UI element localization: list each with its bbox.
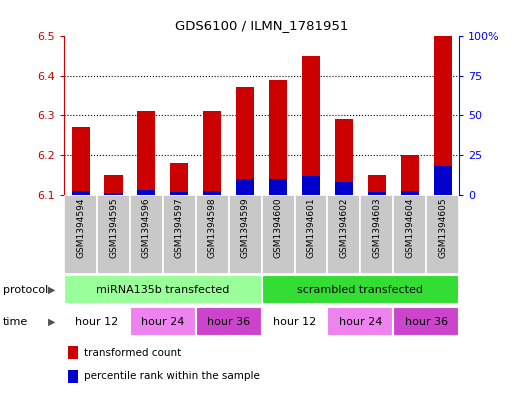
Text: GSM1394595: GSM1394595	[109, 197, 118, 258]
Bar	[368, 192, 386, 195]
Bar	[269, 179, 287, 195]
Bar	[105, 175, 123, 195]
Bar	[170, 163, 188, 195]
Text: hour 12: hour 12	[75, 317, 119, 327]
Text: transformed count: transformed count	[84, 347, 181, 358]
Bar	[236, 179, 254, 195]
Text: GSM1394596: GSM1394596	[142, 197, 151, 258]
Bar	[433, 36, 452, 195]
Bar	[196, 307, 262, 336]
Bar	[335, 182, 353, 195]
Text: GSM1394600: GSM1394600	[273, 197, 283, 258]
Bar	[368, 175, 386, 195]
Bar	[335, 119, 353, 195]
Bar	[393, 307, 459, 336]
Bar	[269, 79, 287, 195]
Text: scrambled transfected: scrambled transfected	[298, 285, 423, 295]
Bar	[262, 307, 327, 336]
Text: GSM1394597: GSM1394597	[175, 197, 184, 258]
Bar	[393, 195, 426, 274]
Bar	[294, 195, 327, 274]
Bar	[71, 127, 90, 195]
Bar	[64, 195, 97, 274]
Bar	[137, 111, 155, 195]
Bar	[64, 275, 262, 304]
Bar	[71, 191, 90, 195]
Text: GSM1394601: GSM1394601	[306, 197, 315, 258]
Text: hour 24: hour 24	[339, 317, 382, 327]
Bar	[262, 275, 459, 304]
Bar	[97, 195, 130, 274]
Bar	[170, 192, 188, 195]
Text: time: time	[3, 317, 28, 327]
Text: GSM1394603: GSM1394603	[372, 197, 381, 258]
Text: GSM1394602: GSM1394602	[340, 197, 348, 258]
Bar	[229, 195, 262, 274]
Text: GSM1394599: GSM1394599	[241, 197, 250, 258]
Bar	[163, 195, 196, 274]
Bar	[203, 111, 221, 195]
Text: ▶: ▶	[48, 317, 55, 327]
Text: GSM1394605: GSM1394605	[438, 197, 447, 258]
Text: GSM1394604: GSM1394604	[405, 197, 415, 258]
Bar	[203, 191, 221, 195]
Text: hour 12: hour 12	[273, 317, 316, 327]
Bar	[426, 195, 459, 274]
Text: hour 24: hour 24	[141, 317, 185, 327]
Text: GSM1394594: GSM1394594	[76, 197, 85, 258]
Bar	[433, 166, 452, 195]
Text: miRNA135b transfected: miRNA135b transfected	[96, 285, 229, 295]
Bar	[360, 195, 393, 274]
Text: ▶: ▶	[48, 285, 55, 295]
Bar	[130, 195, 163, 274]
Bar	[302, 176, 320, 195]
Text: GSM1394598: GSM1394598	[208, 197, 217, 258]
Text: hour 36: hour 36	[405, 317, 448, 327]
Bar	[105, 193, 123, 195]
Bar	[68, 370, 78, 383]
Bar	[236, 88, 254, 195]
Title: GDS6100 / ILMN_1781951: GDS6100 / ILMN_1781951	[175, 19, 348, 32]
Bar	[327, 195, 360, 274]
Bar	[196, 195, 229, 274]
Bar	[262, 195, 294, 274]
Bar	[401, 191, 419, 195]
Bar	[130, 307, 196, 336]
Text: percentile rank within the sample: percentile rank within the sample	[84, 371, 260, 382]
Bar	[68, 346, 78, 359]
Text: hour 36: hour 36	[207, 317, 250, 327]
Text: protocol: protocol	[3, 285, 48, 295]
Bar	[64, 307, 130, 336]
Bar	[401, 155, 419, 195]
Bar	[137, 190, 155, 195]
Bar	[327, 307, 393, 336]
Bar	[302, 56, 320, 195]
